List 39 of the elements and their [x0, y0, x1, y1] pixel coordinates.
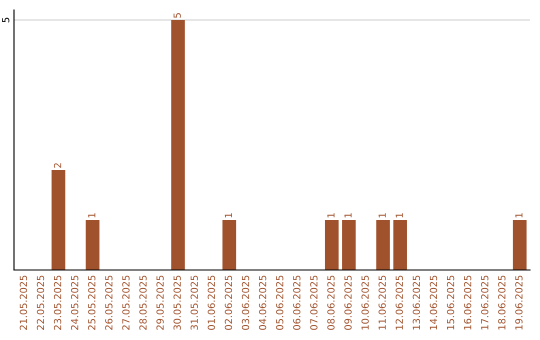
x-tick-label: 08.06.2025 — [327, 276, 335, 330]
data-label: 1 — [327, 213, 334, 218]
data-label: 5 — [174, 13, 181, 18]
x-tick-label: 13.06.2025 — [412, 276, 420, 330]
x-tick-label: 29.05.2025 — [156, 276, 164, 330]
x-tick-label: 22.05.2025 — [36, 276, 44, 330]
x-tick-label: 25.05.2025 — [88, 276, 96, 330]
x-tick-label: 31.05.2025 — [190, 276, 198, 330]
x-tick-label: 03.06.2025 — [242, 276, 250, 330]
x-tick-label: 23.05.2025 — [54, 276, 62, 330]
x-tick-label: 16.06.2025 — [464, 276, 472, 330]
x-tick-label: 18.06.2025 — [498, 276, 506, 330]
x-tick-label: 01.06.2025 — [208, 276, 216, 330]
x-tick-label: 17.06.2025 — [481, 276, 488, 330]
x-tick-label: 05.06.2025 — [276, 276, 284, 330]
x-tick-label: 26.05.2025 — [105, 276, 113, 330]
x-tick-label: 04.06.2025 — [258, 276, 266, 330]
data-label: 2 — [54, 163, 62, 168]
x-tick-label: 15.06.2025 — [446, 276, 454, 330]
x-tick-label: 02.06.2025 — [224, 276, 232, 330]
data-label: 1 — [378, 213, 386, 218]
x-tick-label: 06.06.2025 — [293, 276, 300, 330]
data-label: 1 — [344, 213, 352, 218]
x-tick-label: 12.06.2025 — [396, 276, 403, 330]
x-tick-label: 21.05.2025 — [20, 276, 28, 330]
x-tick-label: 27.05.2025 — [122, 276, 130, 330]
data-label: 1 — [224, 213, 232, 218]
x-tick-label: 19.06.2025 — [515, 276, 523, 330]
x-tick-label: 28.05.2025 — [139, 276, 147, 330]
x-tick-label: 07.06.2025 — [310, 276, 318, 330]
x-tick-label: 10.06.2025 — [361, 276, 369, 330]
x-tick-label: 30.05.2025 — [173, 276, 181, 330]
data-label: 1 — [88, 213, 96, 218]
x-tick-label: 11.06.2025 — [378, 276, 386, 330]
data-label: 1 — [515, 213, 522, 218]
data-label: 1 — [396, 213, 403, 218]
x-tick-label: 09.06.2025 — [344, 276, 352, 330]
x-tick-label: 24.05.2025 — [70, 276, 78, 330]
x-tick-label: 14.06.2025 — [430, 276, 438, 330]
